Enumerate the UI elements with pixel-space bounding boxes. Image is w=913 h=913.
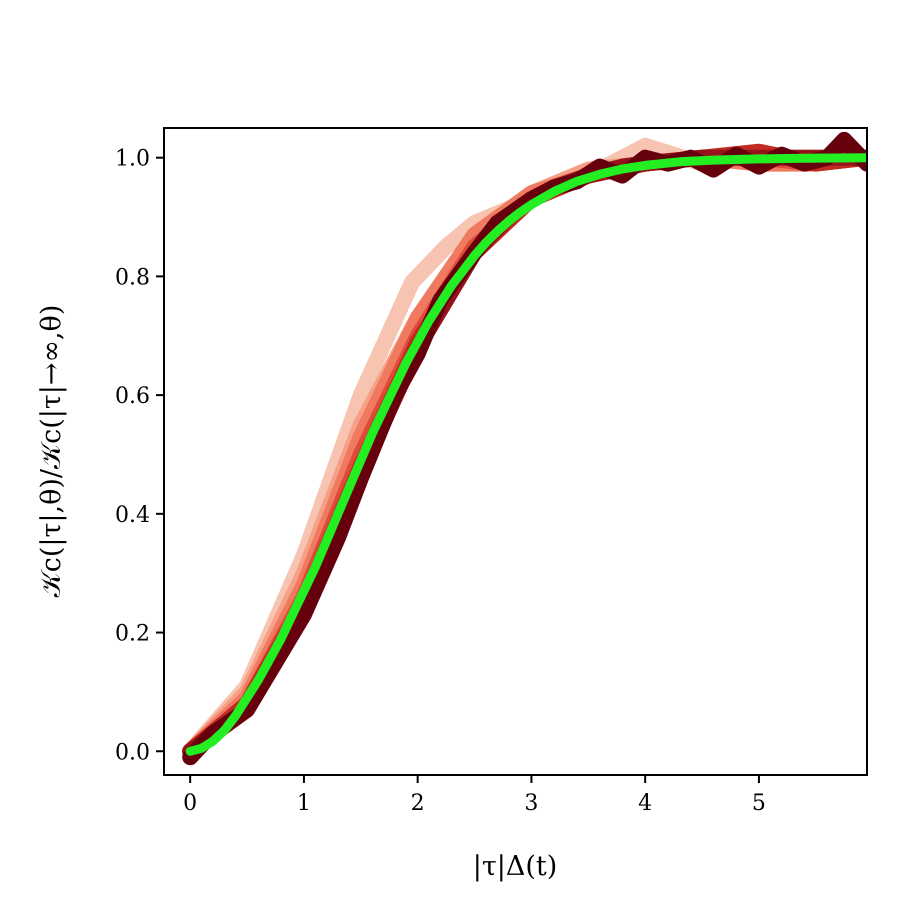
y-tick-label: 1.0 xyxy=(115,147,150,172)
x-tick-label: 0 xyxy=(183,791,197,816)
x-tick-label: 1 xyxy=(297,791,311,816)
y-tick-label: 0.0 xyxy=(115,740,150,765)
series-line-3 xyxy=(182,149,867,760)
y-tick-label: 0.4 xyxy=(115,503,150,528)
x-tick-label: 2 xyxy=(411,791,425,816)
series-layer xyxy=(182,131,867,766)
series-line-1 xyxy=(182,137,867,760)
x-tick-label: 5 xyxy=(752,791,766,816)
y-tick-label: 0.6 xyxy=(115,384,150,409)
y-tick-label: 0.8 xyxy=(115,265,150,290)
series-line-2 xyxy=(182,149,867,760)
plot-frame xyxy=(163,127,868,776)
x-tick-label: 3 xyxy=(524,791,538,816)
series-line-4 xyxy=(182,149,867,760)
series-line-8 xyxy=(185,153,867,756)
x-axis-label: |τ|Δ(t) xyxy=(473,851,558,882)
y-axis-label: 𝒦c(|τ|,θ)/𝒦c(|τ|→∞,θ) xyxy=(36,305,67,598)
series-line-5 xyxy=(182,143,867,760)
y-tick-label: 0.2 xyxy=(115,622,150,647)
series-line-7 xyxy=(182,131,867,766)
series-line-6 xyxy=(182,149,867,760)
ticks-layer: 0 1 2 3 4 5 0.0 0.2 0.4 0.6 0.8 1.0 xyxy=(115,147,766,816)
x-tick-label: 4 xyxy=(638,791,652,816)
